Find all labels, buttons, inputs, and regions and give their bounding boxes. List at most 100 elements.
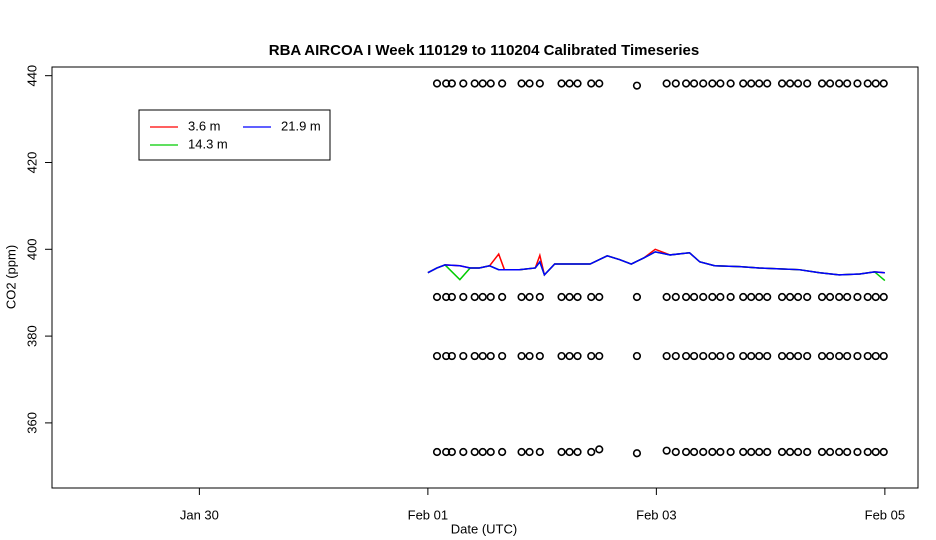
x-axis-label: Date (UTC): [451, 521, 517, 536]
data-point: [863, 447, 872, 457]
data-point: [863, 292, 872, 302]
data-point: [853, 351, 862, 361]
data-point: [803, 351, 812, 361]
data-point: [535, 79, 544, 88]
legend-label: 21.9 m: [281, 118, 321, 133]
data-point: [525, 292, 534, 302]
data-point: [517, 79, 526, 88]
data-point: [459, 447, 468, 457]
data-point: [447, 447, 456, 457]
data-point: [785, 351, 795, 361]
data-point: [689, 292, 699, 302]
data-point: [595, 351, 604, 361]
data-point: [662, 446, 671, 455]
data-point: [447, 351, 456, 361]
data-point: [708, 351, 717, 361]
data-point: [825, 447, 835, 457]
data-point: [755, 292, 764, 302]
data-point: [853, 292, 862, 302]
data-point: [486, 351, 495, 361]
data-point: [662, 351, 671, 361]
data-point: [739, 351, 748, 361]
data-point: [681, 292, 691, 302]
data-point: [689, 447, 699, 457]
data-point: [763, 447, 772, 457]
data-point: [793, 447, 803, 457]
data-point: [671, 351, 680, 361]
data-point: [803, 447, 812, 457]
data-point: [432, 292, 442, 302]
x-tick-label: Feb 03: [636, 507, 676, 522]
series-line: [427, 248, 885, 277]
data-point: [716, 447, 725, 457]
data-point: [777, 447, 787, 457]
data-point: [442, 79, 451, 88]
data-point: [785, 79, 795, 88]
chart-title: RBA AIRCOA I Week 110129 to 110204 Calib…: [269, 42, 700, 59]
data-point: [535, 351, 544, 361]
data-point: [573, 447, 582, 457]
data-point: [747, 351, 756, 361]
data-point: [525, 79, 534, 88]
data-point: [726, 351, 735, 361]
data-point: [825, 351, 835, 361]
data-point: [716, 292, 725, 302]
data-point: [843, 351, 852, 361]
data-point: [681, 351, 691, 361]
data-point: [726, 79, 735, 88]
y-tick-label: 440: [24, 65, 39, 87]
y-tick-label: 380: [24, 325, 39, 347]
data-point: [817, 447, 827, 457]
legend-box: [138, 109, 331, 161]
data-point: [825, 292, 835, 302]
data-point: [681, 79, 691, 88]
data-point: [662, 292, 671, 302]
data-point: [835, 292, 844, 302]
data-point: [525, 447, 534, 457]
data-point: [557, 351, 566, 361]
y-axis-label: CO2 (ppm): [3, 245, 18, 309]
data-point: [632, 351, 642, 361]
y-tick-label: 360: [24, 412, 39, 434]
data-point: [803, 79, 812, 88]
data-point: [587, 79, 596, 88]
data-point: [671, 447, 680, 457]
data-point: [517, 351, 526, 361]
data-point: [632, 292, 642, 302]
data-point: [835, 79, 844, 88]
data-point: [442, 447, 451, 457]
data-point: [517, 292, 526, 302]
data-point: [595, 445, 604, 454]
data-point: [498, 351, 507, 361]
data-point: [739, 292, 748, 302]
data-point: [498, 79, 507, 88]
data-point: [699, 292, 708, 302]
data-point: [871, 351, 880, 361]
data-point: [763, 292, 772, 302]
data-point: [557, 79, 566, 88]
data-point: [535, 292, 544, 302]
data-point: [755, 351, 764, 361]
data-point: [595, 79, 604, 88]
data-point: [432, 351, 442, 361]
x-tick-label: Jan 30: [180, 507, 219, 522]
data-point: [863, 79, 872, 88]
data-point: [699, 351, 708, 361]
data-point: [447, 79, 456, 88]
data-point: [785, 292, 795, 302]
data-point: [726, 292, 735, 302]
data-point: [817, 351, 827, 361]
data-point: [803, 292, 812, 302]
data-point: [835, 447, 844, 457]
y-tick-label: 420: [24, 152, 39, 174]
data-point: [739, 79, 748, 88]
data-point: [689, 351, 699, 361]
data-point: [442, 292, 451, 302]
data-point: [432, 79, 442, 88]
data-point: [486, 292, 495, 302]
data-point: [557, 447, 566, 457]
data-point: [747, 447, 756, 457]
data-point: [843, 292, 852, 302]
data-point: [871, 447, 880, 457]
data-point: [478, 292, 487, 302]
